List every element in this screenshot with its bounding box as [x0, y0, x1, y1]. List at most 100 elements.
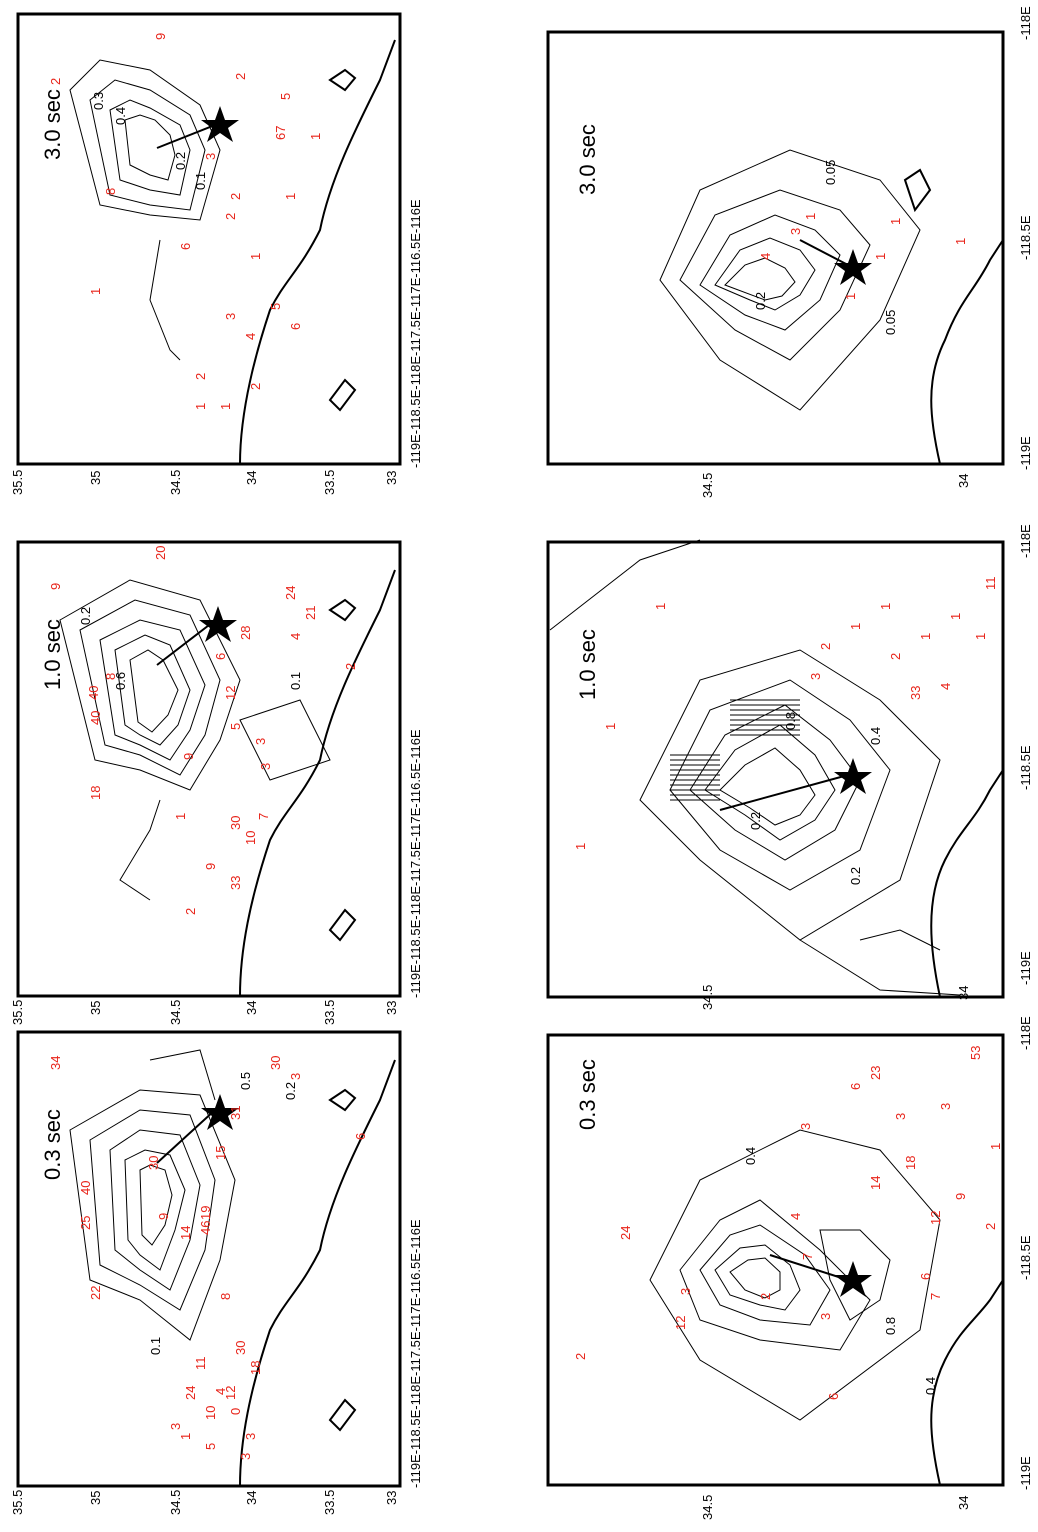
- site-value: 12: [223, 1386, 238, 1400]
- period-label: 3.0 sec: [575, 124, 600, 195]
- site-value: 3: [243, 1433, 258, 1440]
- contour-label: 0.05: [823, 160, 838, 185]
- site-value: 9: [181, 753, 196, 760]
- lat-tick: 33.5: [322, 470, 337, 495]
- epicenter-star-icon: [201, 1094, 239, 1130]
- site-value: 9: [153, 33, 168, 40]
- lon-tick-row: -119E-118.5E-118E-117.5E-117E-116.5E-116…: [408, 199, 423, 468]
- site-value: 18: [248, 1361, 263, 1375]
- site-value: 1: [603, 723, 618, 730]
- lat-tick: 33: [384, 1001, 399, 1015]
- site-value: 2: [343, 663, 358, 670]
- site-value: 6: [288, 323, 303, 330]
- site-value: 1: [283, 193, 298, 200]
- site-value: 24: [618, 1226, 633, 1240]
- contour-label: 1: [213, 1113, 228, 1120]
- site-value: 12: [673, 1316, 688, 1330]
- site-value: 28: [238, 626, 253, 640]
- site-value: 4: [938, 683, 953, 690]
- site-value: 6: [848, 1083, 863, 1090]
- lat-tick: 34.5: [700, 985, 715, 1010]
- epicenter-star-icon: [834, 249, 872, 285]
- site-value: 67: [273, 126, 288, 140]
- contour-label: 0.2: [283, 1082, 298, 1100]
- site-value: 4: [288, 633, 303, 640]
- site-value: 12: [223, 686, 238, 700]
- lat-tick: 33.5: [322, 1490, 337, 1515]
- site-value: 7: [256, 813, 271, 820]
- site-value: 5: [203, 1443, 218, 1450]
- site-value: 40: [88, 711, 103, 725]
- period-label: 0.3 sec: [575, 1059, 600, 1130]
- site-value: 8: [103, 188, 118, 195]
- lat-tick: 34.5: [168, 470, 183, 495]
- contour-label: 0.05: [883, 310, 898, 335]
- panel-bottom-0-3: 0.3 sec 34.5 34 -119E -118.5E -118E 0.4 …: [546, 1016, 1033, 1520]
- site-value: 1: [948, 613, 963, 620]
- site-value: 3: [893, 1113, 908, 1120]
- period-label: 0.3 sec: [40, 1109, 65, 1180]
- site-value: 25: [78, 1216, 93, 1230]
- epicenter-star-icon: [201, 106, 239, 142]
- contour-lines: [69, 59, 221, 361]
- site-value: 21: [303, 606, 318, 620]
- contour-lines: [549, 539, 961, 996]
- lon-tick: -118E: [1018, 1016, 1033, 1050]
- lat-tick: 35.5: [10, 470, 25, 495]
- map-frame: [546, 540, 1005, 999]
- coastline: [239, 1059, 396, 1487]
- site-value: 3: [938, 1103, 953, 1110]
- site-value: 3: [798, 1123, 813, 1130]
- coastline: [930, 769, 1004, 998]
- contour-label: 0.1: [148, 1337, 163, 1355]
- site-value: 33: [228, 876, 243, 890]
- site-value: 14: [178, 1226, 193, 1240]
- lon-tick-row: -119E-118.5E-118E-117.5E-117E-116.5E-116…: [408, 729, 423, 998]
- site-value: 1: [308, 133, 323, 140]
- panel-bottom-1-0: 1.0 sec 34.5 34 -119E -118.5E -118E: [546, 524, 1033, 1010]
- site-values: 2 6 8 1 2 5 2 1 9 3 2 1 1 2 3 4 5 6 1 2 …: [48, 33, 323, 410]
- site-value: 3: [238, 1453, 253, 1460]
- site-value: 7: [800, 1253, 815, 1260]
- lat-tick: 34.5: [700, 1495, 715, 1520]
- site-value: 30: [146, 1156, 161, 1170]
- lon-tick: -118.5E: [1018, 1235, 1033, 1280]
- site-value: 6: [213, 653, 228, 660]
- site-value: 18: [88, 786, 103, 800]
- lat-tick: 35: [88, 1001, 103, 1015]
- lon-tick: -118E: [1018, 6, 1033, 40]
- site-value: 24: [183, 1386, 198, 1400]
- contour-label: 0.2: [173, 152, 188, 170]
- lon-tick: -118.5E: [1018, 745, 1033, 790]
- site-value: 5: [228, 723, 243, 730]
- contour-label: 0.4: [923, 1377, 938, 1395]
- lat-tick: 34: [244, 471, 259, 485]
- lon-tick: -118.5E: [1018, 215, 1033, 260]
- site-value: 3: [678, 1288, 693, 1295]
- site-value: 4: [213, 1388, 228, 1395]
- site-value: 2: [248, 383, 263, 390]
- site-value: 3: [203, 153, 218, 160]
- site-value: 14: [868, 1176, 883, 1190]
- site-value: 1: [803, 213, 818, 220]
- site-values: 20 9 40 18 12 6 9 40 8 5 3 2 1 7 30 10 9…: [48, 546, 358, 915]
- site-value: 2: [888, 653, 903, 660]
- map-frame: [16, 540, 402, 998]
- site-value: 19: [198, 1206, 213, 1220]
- panel-top-3-0: 3.0 sec 35.5 35 34.5 34 33.5 33 -119E-11…: [10, 12, 423, 495]
- lat-tick: 34: [244, 1001, 259, 1015]
- contour-label: 0.4: [113, 107, 128, 125]
- site-value: 10: [243, 831, 258, 845]
- site-values: 1 1 1 3 2 1 1 33 4 2 1 1 1 11: [573, 577, 998, 851]
- site-value: 31: [228, 1106, 243, 1120]
- site-value: 1: [573, 843, 588, 850]
- period-label: 1.0 sec: [40, 619, 65, 690]
- site-value: 1: [218, 403, 233, 410]
- site-values: 3 1 4 1 1 1 1: [758, 213, 968, 300]
- site-value: 2: [223, 213, 238, 220]
- site-value: 9: [156, 1213, 171, 1220]
- lat-tick: 34: [956, 1496, 971, 1510]
- contour-label: 0.2: [848, 867, 863, 885]
- site-value: 2: [818, 643, 833, 650]
